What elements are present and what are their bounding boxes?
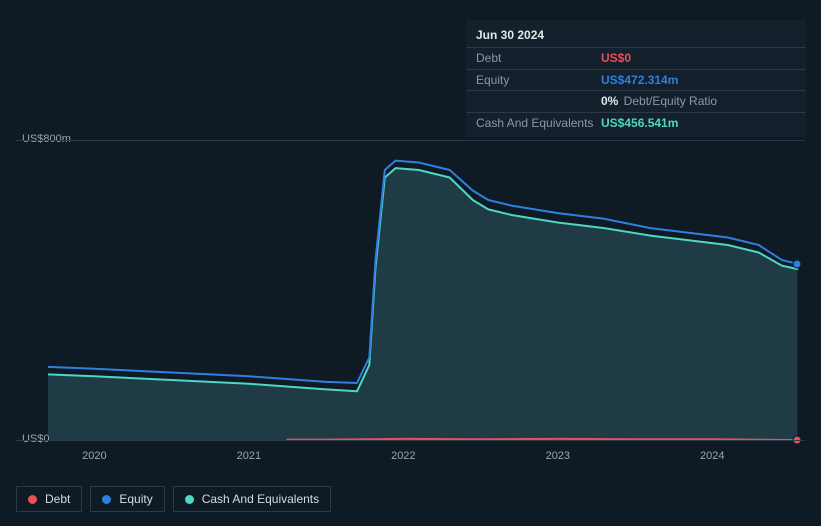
tooltip-row-label: Cash And Equivalents	[476, 116, 601, 130]
tooltip-row-value: US$0	[601, 51, 631, 65]
debt-equity-chart: US$800mUS$020202021202220232024	[16, 120, 805, 440]
tooltip-row: 0% Debt/Equity Ratio	[466, 90, 806, 111]
tooltip-row: DebtUS$0	[466, 47, 806, 68]
series-end-marker-equity	[793, 259, 802, 268]
tooltip-date: Jun 30 2024	[466, 24, 806, 47]
y-axis-tick-label: US$800m	[22, 133, 71, 145]
gridline	[16, 440, 805, 441]
tooltip-row-label	[476, 94, 601, 108]
chart-legend: Debt Equity Cash And Equivalents	[16, 486, 331, 512]
x-axis-tick-label: 2021	[237, 450, 261, 462]
gridline	[16, 140, 805, 141]
legend-label: Cash And Equivalents	[202, 492, 319, 506]
tooltip-row: Cash And EquivalentsUS$456.541m	[466, 112, 806, 133]
chart-svg	[48, 140, 805, 440]
legend-item-cash[interactable]: Cash And Equivalents	[173, 486, 331, 512]
chart-tooltip: Jun 30 2024 DebtUS$0EquityUS$472.314m0% …	[466, 20, 806, 137]
legend-item-debt[interactable]: Debt	[16, 486, 82, 512]
tooltip-row-value: US$456.541m	[601, 116, 678, 130]
tooltip-row-value: US$472.314m	[601, 73, 678, 87]
tooltip-row-label: Debt	[476, 51, 601, 65]
tooltip-row-value: 0% Debt/Equity Ratio	[601, 94, 717, 108]
legend-item-equity[interactable]: Equity	[90, 486, 164, 512]
x-axis-tick-label: 2024	[700, 450, 724, 462]
legend-swatch	[102, 495, 111, 504]
x-axis-tick-label: 2020	[82, 450, 106, 462]
chart-plot-area[interactable]	[48, 140, 805, 440]
y-axis-tick-label: US$0	[22, 433, 50, 445]
legend-swatch	[185, 495, 194, 504]
legend-label: Debt	[45, 492, 70, 506]
legend-swatch	[28, 495, 37, 504]
x-axis-tick-label: 2022	[391, 450, 415, 462]
tooltip-row: EquityUS$472.314m	[466, 69, 806, 90]
x-axis-tick-label: 2023	[546, 450, 570, 462]
tooltip-row-label: Equity	[476, 73, 601, 87]
area-cash	[48, 168, 797, 440]
legend-label: Equity	[119, 492, 152, 506]
